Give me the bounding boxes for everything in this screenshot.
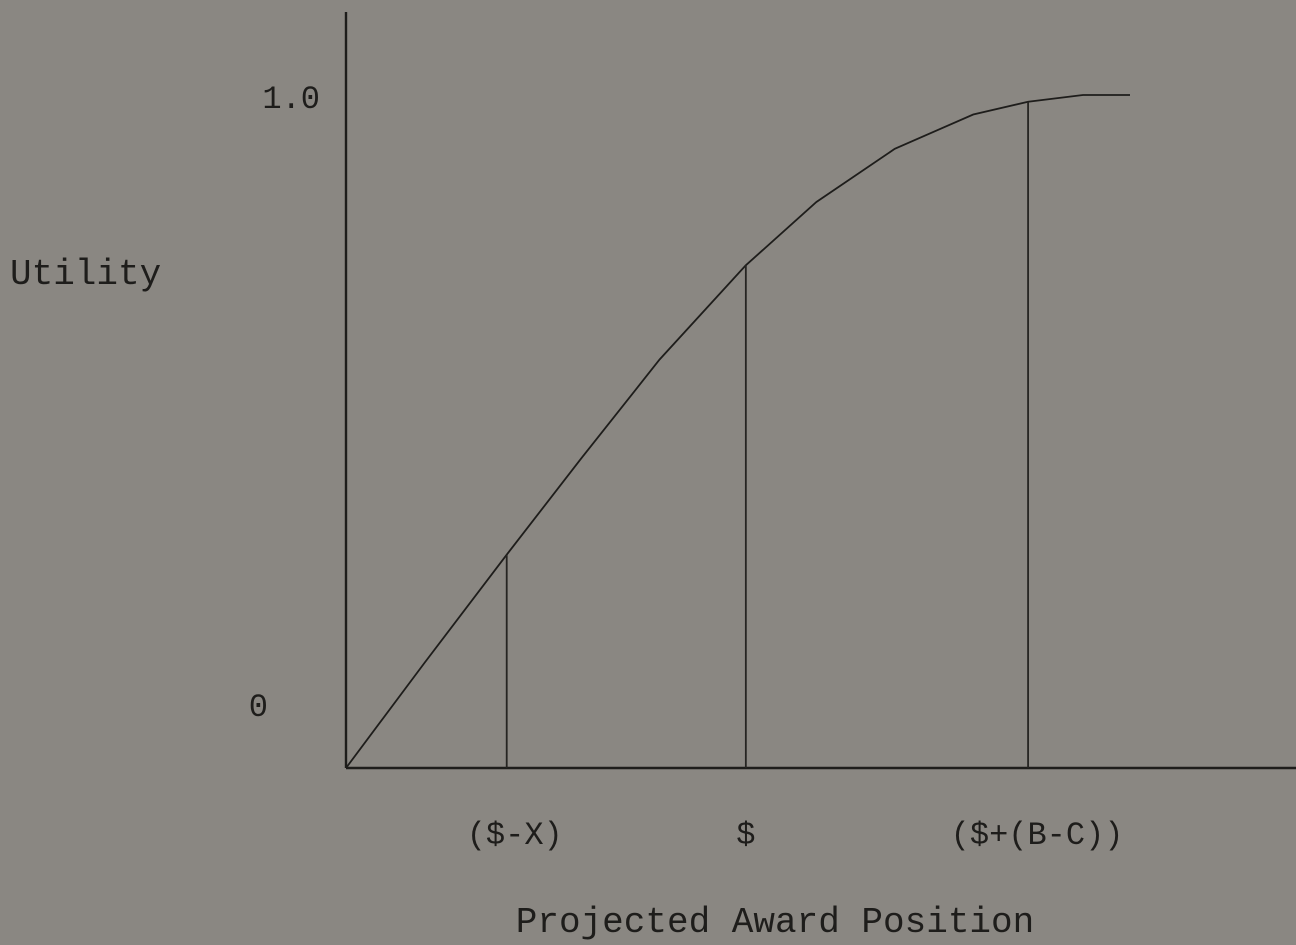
x-tick-labels: ($-X) $ ($+(B-C)) <box>467 817 1124 854</box>
x-tick-label-3: ($+(B-C)) <box>951 817 1124 854</box>
x-axis-label: Projected Award Position <box>516 902 1034 943</box>
utility-curve <box>345 94 1130 769</box>
x-tick-label-2: $ <box>736 817 755 854</box>
y-tick-label-2: 0 <box>249 689 268 726</box>
y-tick-label-1: 1.0 <box>262 81 320 118</box>
drop-lines <box>505 101 1029 768</box>
y-axis-label: Utility <box>10 254 161 295</box>
x-tick-label-1: ($-X) <box>467 817 563 854</box>
y-tick-labels: 1.00 <box>249 81 320 726</box>
